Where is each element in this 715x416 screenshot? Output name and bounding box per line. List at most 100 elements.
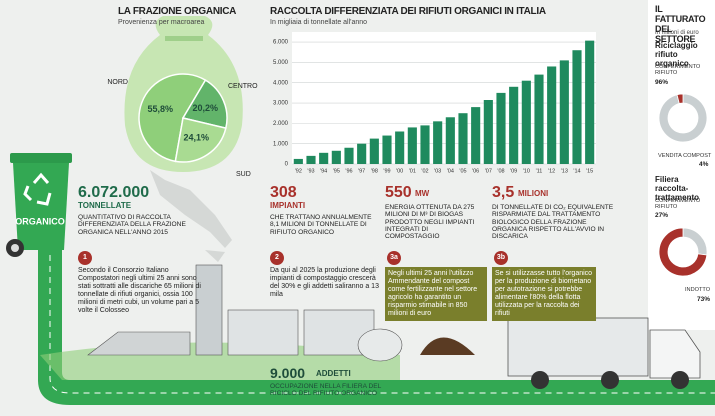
stat-value: 3,5 (492, 184, 515, 201)
donut-slice (676, 93, 684, 104)
bar (496, 92, 506, 164)
bar (382, 135, 392, 164)
data-label: 20,2% (193, 103, 219, 113)
donut-label: CONFERIMENTO RIFIUTO (655, 198, 701, 211)
x-tick-label: '96 (345, 168, 352, 174)
donut-title: Filiera raccolta-trattamento (655, 175, 700, 202)
bar (395, 131, 405, 164)
truck-wheel (601, 371, 619, 389)
silo (195, 264, 223, 356)
x-tick-label: '05 (459, 168, 466, 174)
truck-wheel (671, 371, 689, 389)
shed (87, 331, 191, 356)
sack-tie (165, 36, 203, 41)
bar (331, 150, 341, 164)
category-label: CENTRO (228, 83, 258, 90)
bar (471, 107, 481, 164)
x-tick-label: '00 (396, 168, 403, 174)
x-tick-label: '04 (447, 168, 454, 174)
sidebar-title: IL FATTURATO DEL SETTORE (655, 4, 706, 44)
y-tick-label: 0 (285, 162, 289, 168)
donut-value: 96% (655, 79, 669, 86)
y-tick-label: 1.000 (273, 141, 289, 147)
employees-text: OCCUPAZIONE NELLA FILIERA DEL RICICLO DE… (270, 383, 382, 398)
x-tick-label: '11 (536, 168, 543, 174)
donut-title: Riciclaggio rifiuto organico (655, 41, 698, 68)
y-tick-label: 6.000 (273, 40, 289, 46)
bar (572, 50, 582, 164)
road (38, 250, 715, 405)
x-tick-label: '93 (307, 168, 314, 174)
x-tick-label: '14 (573, 168, 580, 174)
road-line (49, 255, 715, 394)
plot-bg (292, 32, 596, 164)
recycle-icon (23, 172, 52, 206)
note-number: 3b (494, 251, 508, 265)
donut-label: INDOTTO (685, 287, 711, 293)
stat-text: CHE TRATTANO ANNUALMENTE 8,1 MILIONI DI … (270, 214, 372, 236)
bar-subtitle: In migliaia di tonnellate all'anno (270, 19, 368, 26)
bar (559, 60, 569, 164)
bar (344, 147, 354, 164)
y-tick-label: 4.000 (273, 80, 289, 86)
bar (585, 40, 595, 164)
x-tick-label: '98 (371, 168, 378, 174)
sidebar-subtitle: In milioni di euro (655, 30, 699, 36)
bar (293, 158, 303, 164)
truck-cab (649, 329, 701, 379)
x-tick-label: '10 (523, 168, 530, 174)
bar (420, 125, 430, 164)
employees-unit: ADDETTI (316, 369, 351, 378)
compost-pile (420, 337, 475, 355)
x-tick-label: '92 (295, 168, 302, 174)
donut-label: VENDITA COMPOST (658, 153, 712, 159)
stat-text: QUANTITATIVO DI RACCOLTA DIFFERENZIATA D… (78, 214, 186, 236)
bar (407, 127, 417, 164)
x-tick-label: '12 (548, 168, 555, 174)
stat-unit: MW (415, 189, 430, 198)
stat-value: 308 (270, 184, 297, 201)
bar (445, 117, 455, 164)
bar (521, 80, 531, 164)
note-text: Da qui al 2025 la produzione degli impia… (270, 267, 379, 299)
bar (547, 66, 557, 164)
stat-unit: MILIONI (518, 189, 549, 198)
x-tick-label: '94 (320, 168, 327, 174)
x-tick-label: '01 (409, 168, 416, 174)
tank (227, 309, 299, 356)
bar-title: RACCOLTA DIFFERENZIATA DEI RIFIUTI ORGAN… (270, 6, 546, 17)
pie-slice (181, 79, 228, 130)
truck-body (507, 317, 649, 377)
stat-text: ENERGIA OTTENUTA DA 275 MILIONI DI M³ DI… (385, 204, 475, 240)
bar (433, 121, 443, 164)
stat-unit: IMPIANTI (270, 201, 306, 210)
pie-slice (138, 73, 207, 163)
x-tick-label: '03 (434, 168, 441, 174)
x-tick-label: '02 (421, 168, 428, 174)
x-tick-label: '08 (497, 168, 504, 174)
bin-hub (11, 244, 19, 252)
bin-lid (10, 153, 72, 163)
y-tick-label: 3.000 (273, 101, 289, 107)
pie-title: LA FRAZIONE ORGANICA (118, 6, 237, 17)
bar (509, 86, 519, 164)
category-label: NORD (107, 79, 128, 86)
bar (357, 143, 367, 164)
data-label: 24,1% (184, 133, 210, 143)
y-tick-label: 5.000 (273, 60, 289, 66)
note-text: Secondo il Consorzio Italiano Compostato… (78, 267, 201, 315)
bin-label: ORGANICO (15, 216, 65, 226)
bar (306, 155, 316, 164)
bar (369, 138, 379, 164)
stat-value: 6.072.000 (78, 184, 150, 201)
bin (13, 163, 69, 250)
x-tick-label: '09 (510, 168, 517, 174)
x-tick-label: '99 (383, 168, 390, 174)
pie-subtitle: Provenienza per macroarea (118, 19, 205, 26)
donut-value: 27% (655, 212, 669, 219)
bar (458, 113, 468, 164)
italy-map (150, 170, 232, 262)
note-number: 2 (270, 251, 284, 265)
